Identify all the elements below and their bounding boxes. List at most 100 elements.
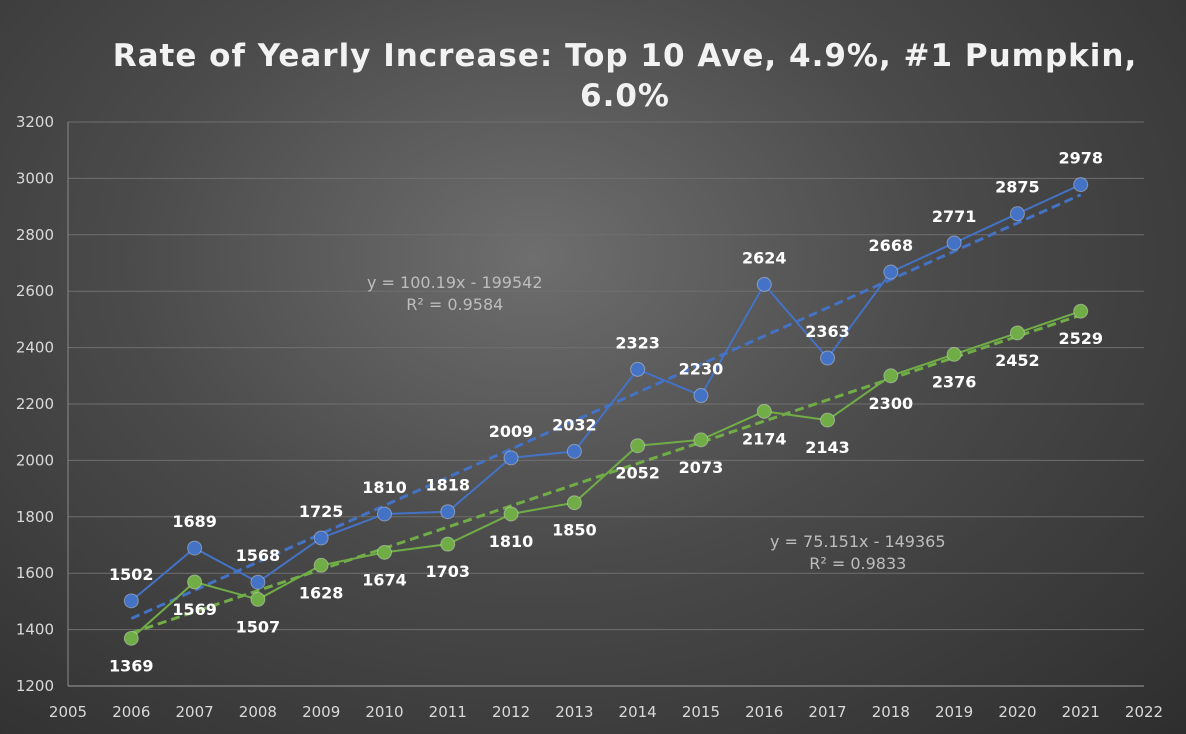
trendline-r2-text: R² = 0.9584 xyxy=(406,295,504,314)
data-label: 2009 xyxy=(489,422,534,441)
x-tick-label: 2013 xyxy=(555,703,593,721)
x-tick-label: 2009 xyxy=(302,703,340,721)
y-tick-label: 2200 xyxy=(16,395,54,413)
data-point xyxy=(1009,325,1025,341)
data-label: 1725 xyxy=(299,502,344,521)
data-point xyxy=(503,450,519,466)
chart-title-line-2: 6.0% xyxy=(580,78,670,114)
data-point xyxy=(187,574,203,590)
data-label: 1818 xyxy=(425,476,470,495)
trendline xyxy=(130,313,1082,635)
y-tick-label: 1800 xyxy=(16,508,54,526)
chart-title: Rate of Yearly Increase: Top 10 Ave, 4.9… xyxy=(0,36,1186,116)
data-label: 2668 xyxy=(869,236,914,255)
data-label: 1507 xyxy=(236,617,281,636)
y-tick-label: 1600 xyxy=(16,564,54,582)
data-label: 1568 xyxy=(236,546,281,565)
data-label: 1674 xyxy=(362,570,407,589)
trendline-equation-pumpkin: y = 100.19x - 199542 R² = 0.9584 xyxy=(367,272,543,316)
trendline-r2-text: R² = 0.9833 xyxy=(809,554,907,573)
data-label: 2978 xyxy=(1058,149,1103,168)
x-tick-label: 2019 xyxy=(935,703,973,721)
x-tick-label: 2015 xyxy=(682,703,720,721)
data-label: 1810 xyxy=(489,532,534,551)
data-point xyxy=(313,530,329,546)
data-point xyxy=(1073,303,1089,319)
trendline-equation-text: y = 75.151x - 149365 xyxy=(770,532,946,551)
y-tick-label: 2400 xyxy=(16,339,54,357)
y-tick-label: 2800 xyxy=(16,226,54,244)
data-label: 2771 xyxy=(932,207,977,226)
x-tick-label: 2006 xyxy=(112,703,150,721)
x-tick-label: 2016 xyxy=(745,703,783,721)
data-point xyxy=(946,346,962,362)
data-point xyxy=(756,403,772,419)
x-tick-label: 2012 xyxy=(492,703,530,721)
data-label: 2300 xyxy=(869,394,914,413)
data-point xyxy=(883,368,899,384)
data-point xyxy=(250,574,266,590)
data-point xyxy=(503,506,519,522)
data-label: 1502 xyxy=(109,565,154,584)
y-tick-label: 2600 xyxy=(16,282,54,300)
data-label: 1369 xyxy=(109,656,154,675)
x-tick-label: 2022 xyxy=(1125,703,1163,721)
trendline xyxy=(130,193,1082,620)
data-point xyxy=(313,557,329,573)
data-point xyxy=(693,432,709,448)
trendline-equation-top10: y = 75.151x - 149365 R² = 0.9833 xyxy=(770,531,946,575)
data-label: 2529 xyxy=(1058,329,1103,348)
data-label: 2452 xyxy=(995,351,1040,370)
data-point xyxy=(820,412,836,428)
data-label: 2875 xyxy=(995,178,1040,197)
data-label: 1810 xyxy=(362,478,407,497)
data-label: 1703 xyxy=(425,562,470,581)
data-point xyxy=(1073,177,1089,193)
data-point xyxy=(1009,206,1025,222)
data-label: 2073 xyxy=(679,458,724,477)
data-label: 2052 xyxy=(615,464,660,483)
data-point xyxy=(566,443,582,459)
data-point xyxy=(883,264,899,280)
y-tick-label: 1200 xyxy=(16,677,54,695)
data-label: 2174 xyxy=(742,429,787,448)
data-point xyxy=(756,276,772,292)
data-point xyxy=(187,540,203,556)
data-label: 2323 xyxy=(615,333,660,352)
data-point xyxy=(440,536,456,552)
data-label: 1689 xyxy=(172,512,217,531)
x-tick-label: 2007 xyxy=(175,703,213,721)
data-label: 2376 xyxy=(932,372,977,391)
x-tick-label: 2010 xyxy=(365,703,403,721)
data-label: 2230 xyxy=(679,360,724,379)
trendline-equation-text: y = 100.19x - 199542 xyxy=(367,273,543,292)
x-tick-label: 2017 xyxy=(808,703,846,721)
x-tick-label: 2011 xyxy=(429,703,467,721)
data-point xyxy=(123,593,139,609)
data-point xyxy=(440,504,456,520)
data-point xyxy=(820,350,836,366)
data-label: 2624 xyxy=(742,248,787,267)
data-point xyxy=(376,506,392,522)
x-tick-label: 2008 xyxy=(239,703,277,721)
data-label: 2363 xyxy=(805,322,850,341)
x-tick-label: 2005 xyxy=(49,703,87,721)
data-point xyxy=(693,388,709,404)
data-point xyxy=(630,438,646,454)
data-point xyxy=(946,235,962,251)
data-point xyxy=(250,591,266,607)
x-tick-label: 2021 xyxy=(1062,703,1100,721)
y-tick-label: 3000 xyxy=(16,169,54,187)
data-label: 1569 xyxy=(172,600,217,619)
x-tick-label: 2018 xyxy=(872,703,910,721)
data-point xyxy=(376,544,392,560)
chart-title-line-1: Rate of Yearly Increase: Top 10 Ave, 4.9… xyxy=(112,38,1138,74)
y-tick-label: 1400 xyxy=(16,621,54,639)
data-label: 2032 xyxy=(552,415,597,434)
data-label: 1850 xyxy=(552,521,597,540)
data-point xyxy=(123,630,139,646)
series-line xyxy=(130,183,1082,602)
data-point xyxy=(566,495,582,511)
series-line xyxy=(130,310,1082,640)
